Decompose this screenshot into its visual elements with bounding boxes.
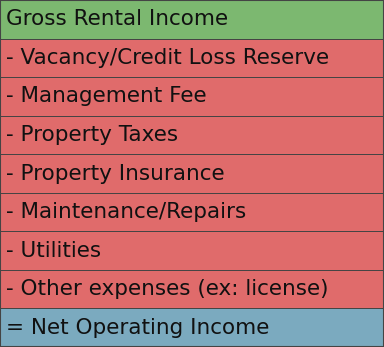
Text: - Maintenance/Repairs: - Maintenance/Repairs [6, 202, 246, 222]
Text: = Net Operating Income: = Net Operating Income [6, 318, 269, 338]
Text: - Utilities: - Utilities [6, 240, 101, 261]
Bar [0, 116, 384, 154]
Bar [0, 308, 384, 347]
Text: - Management Fee: - Management Fee [6, 86, 206, 107]
Bar [0, 39, 384, 77]
Text: - Property Taxes: - Property Taxes [6, 125, 178, 145]
Text: - Vacancy/Credit Loss Reserve: - Vacancy/Credit Loss Reserve [6, 48, 329, 68]
Text: - Other expenses (ex: license): - Other expenses (ex: license) [6, 279, 328, 299]
Bar [0, 231, 384, 270]
Bar [0, 270, 384, 308]
Bar [0, 0, 384, 39]
Bar [0, 77, 384, 116]
Bar [0, 193, 384, 231]
Text: - Property Insurance: - Property Insurance [6, 163, 224, 184]
Bar [0, 154, 384, 193]
Text: Gross Rental Income: Gross Rental Income [6, 9, 228, 29]
